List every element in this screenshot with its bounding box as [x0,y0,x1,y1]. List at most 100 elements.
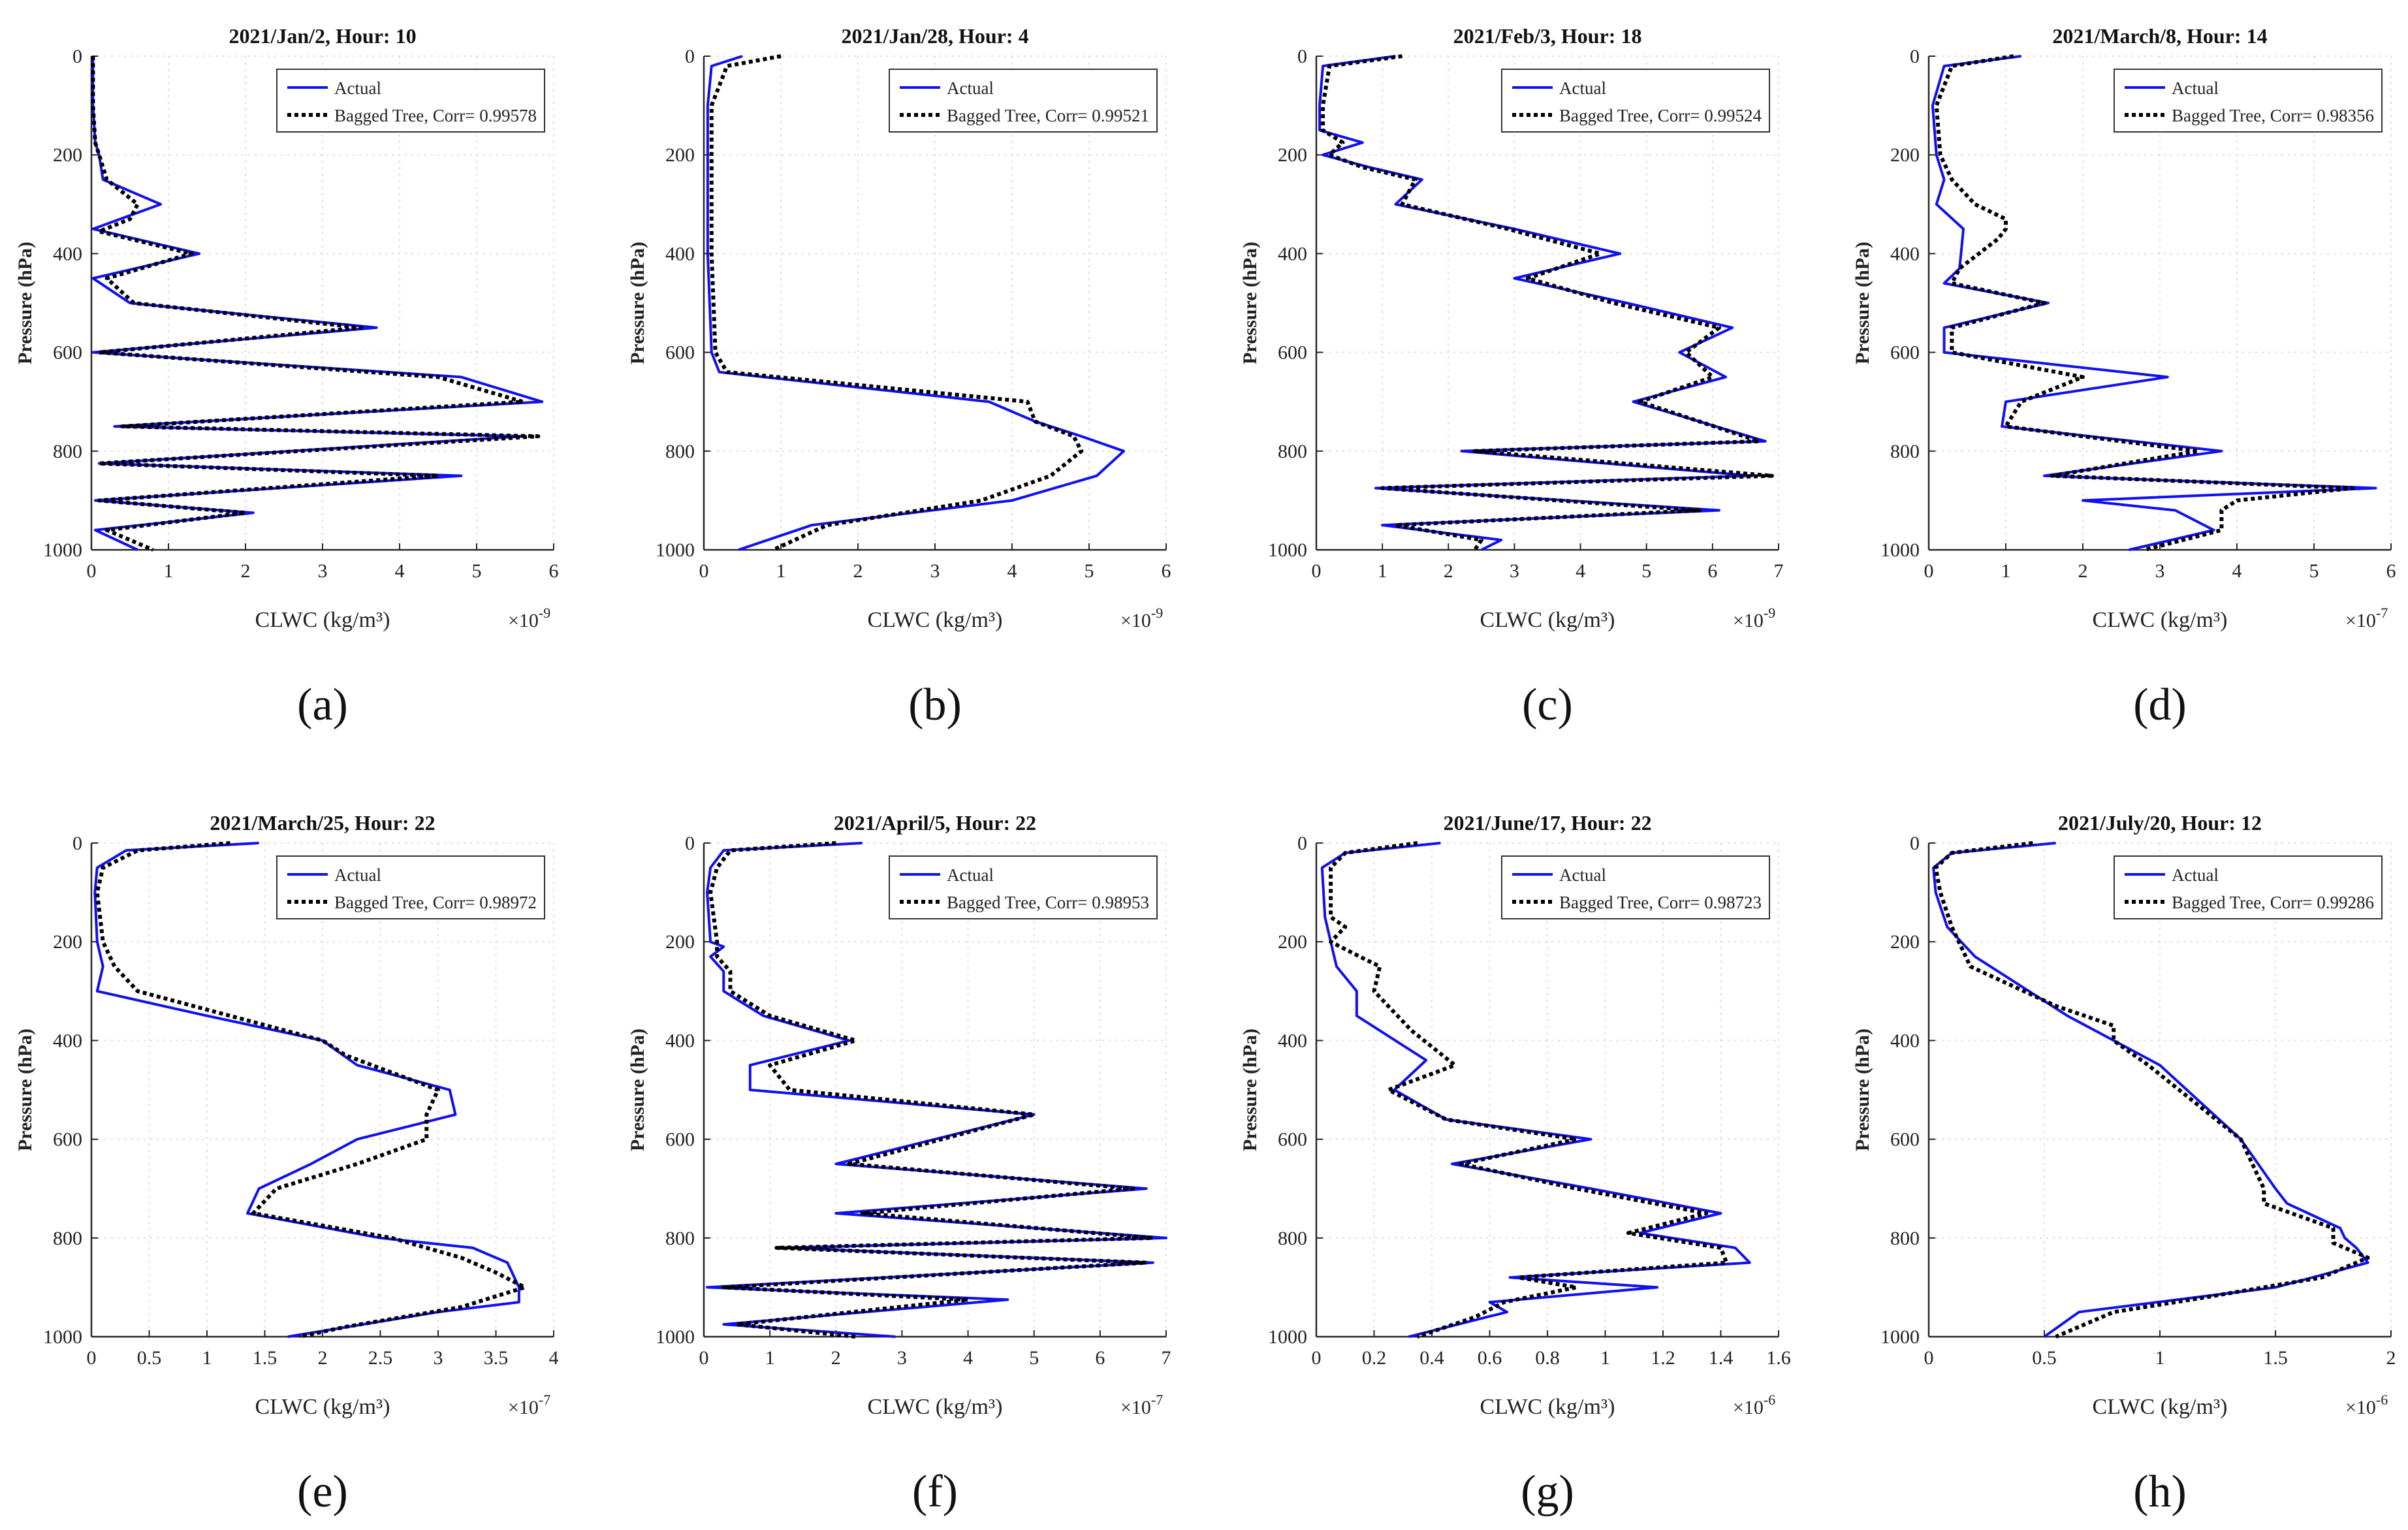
x-tick-label: 0 [1924,1347,1934,1369]
y-tick-label: 800 [665,441,695,462]
y-tick-label: 200 [53,931,82,953]
x-tick-label: 0 [699,560,709,582]
y-tick-label: 1000 [43,539,82,561]
x-exponent: ×10-9 [508,605,550,631]
legend-label-bagged-tree: Bagged Tree, Corr= 0.99521 [947,106,1149,125]
legend-box [2114,855,2383,919]
y-tick-label: 400 [1278,1030,1307,1051]
x-axis-label: CLWC (kg/m³) [2093,1395,2228,1419]
x-tick-label: 6 [1162,560,1171,582]
panel-label: (b) [908,680,962,730]
x-tick-label: 3 [2155,560,2165,582]
x-tick-label: 4 [1007,560,1017,582]
y-tick-label: 800 [53,1228,82,1249]
legend-box [276,69,545,133]
x-exponent: ×10-7 [2345,605,2388,631]
legend-box [889,855,1158,919]
y-tick-label: 200 [665,931,695,953]
y-tick-label: 1000 [656,539,695,561]
series-bagged-tree [1329,841,1729,1339]
x-tick-label: 3 [434,1347,443,1369]
x-tick-label: 3 [930,560,940,582]
legend-box [889,69,1158,133]
x-tick-label: 4 [549,1347,559,1369]
x-tick-label: 4 [2232,560,2242,582]
x-axis-label: CLWC (kg/m³) [255,1395,390,1419]
panel-label: (a) [297,680,348,730]
x-tick-label: 0.6 [1478,1347,1502,1369]
chart-title: 2021/Jan/2, Hour: 10 [229,24,416,48]
x-tick-label: 6 [1707,560,1717,582]
legend-label-actual: Actual [947,865,994,885]
x-tick-label: 2 [2078,560,2088,582]
x-tick-label: 0 [87,560,97,582]
x-tick-label: 2.5 [368,1347,393,1369]
y-tick-label: 800 [665,1228,695,1249]
chart-title: 2021/April/5, Hour: 22 [834,811,1036,835]
y-tick-label: 800 [1890,1228,1920,1249]
x-tick-label: 3.5 [484,1347,509,1369]
legend-label-bagged-tree: Bagged Tree, Corr= 0.99578 [334,106,537,125]
x-tick-label: 2 [241,560,251,582]
x-exponent: ×10-9 [1733,605,1775,631]
panel-d: 0 1 2 3 4 5 6 0 200 400 600 800 1000 2021/March/8, Ho… [1852,24,2396,730]
y-tick-label: 200 [1278,144,1307,166]
legend-label-bagged-tree: Bagged Tree, Corr= 0.99286 [2172,893,2374,912]
series-actual [1931,55,2377,551]
x-tick-label: 7 [1162,1347,1171,1369]
y-tick-label: 0 [1297,833,1307,854]
y-tick-label: 600 [53,1129,82,1151]
x-tick-label: 3 [1510,560,1519,582]
x-exponent: ×10-6 [2345,1392,2388,1418]
y-tick-label: 1000 [1880,539,1920,561]
y-tick-label: 400 [1278,243,1307,264]
chart-title: 2021/March/8, Hour: 14 [2052,24,2267,48]
y-tick-label: 400 [53,243,82,264]
y-axis-label: Pressure (hPa) [1239,242,1261,364]
legend: Actual Bagged Tree, Corr= 0.98972 [276,855,545,919]
x-tick-label: 5 [1085,560,1094,582]
y-tick-label: 400 [1890,1030,1920,1051]
x-tick-label: 5 [1641,560,1651,582]
legend-label-bagged-tree: Bagged Tree, Corr= 0.98972 [334,893,537,912]
x-tick-label: 6 [1095,1347,1105,1369]
series-bagged-tree [709,54,1084,552]
x-axis-label: CLWC (kg/m³) [868,1395,1003,1419]
y-tick-label: 0 [72,833,82,854]
y-axis-label: Pressure (hPa) [627,242,648,364]
y-tick-label: 1000 [1880,1326,1920,1348]
legend-label-bagged-tree: Bagged Tree, Corr= 0.98356 [2172,106,2374,125]
x-tick-label: 2 [853,560,863,582]
panel-e: 0 0.5 1 1.5 2 2.5 3 3.5 4 0 200 400 600 800 1000 2021/M… [14,811,559,1517]
x-tick-label: 0.5 [137,1347,162,1369]
y-tick-label: 200 [1890,144,1920,166]
x-tick-label: 1 [1378,560,1387,582]
legend-label-actual: Actual [334,78,381,98]
y-tick-label: 800 [53,441,82,462]
chart-title: 2021/Feb/3, Hour: 18 [1453,24,1642,48]
series-bagged-tree [91,56,541,552]
series-bagged-tree [95,841,527,1339]
x-exponent: ×10-7 [508,1392,550,1418]
series-bagged-tree [1934,54,2354,552]
x-tick-label: 2 [318,1347,328,1369]
y-tick-label: 800 [1278,441,1307,462]
y-tick-label: 600 [1278,1129,1307,1151]
y-axis-label: Pressure (hPa) [14,1028,36,1151]
x-exponent: ×10-7 [1120,1392,1163,1418]
chart-title: 2021/July/20, Hour: 12 [2058,811,2262,835]
y-tick-label: 600 [53,342,82,364]
series-actual [1318,55,1767,551]
x-tick-label: 7 [1774,560,1784,582]
x-tick-label: 1.5 [2263,1347,2288,1369]
y-tick-label: 1000 [656,1326,695,1348]
x-tick-label: 4 [1576,560,1585,582]
y-tick-label: 600 [1278,342,1307,364]
x-tick-label: 5 [1029,1347,1039,1369]
y-axis-label: Pressure (hPa) [14,242,36,364]
x-tick-label: 1 [776,560,786,582]
x-axis-label: CLWC (kg/m³) [1480,1395,1615,1419]
legend-label-actual: Actual [2172,865,2219,885]
x-tick-label: 0 [87,1347,97,1369]
